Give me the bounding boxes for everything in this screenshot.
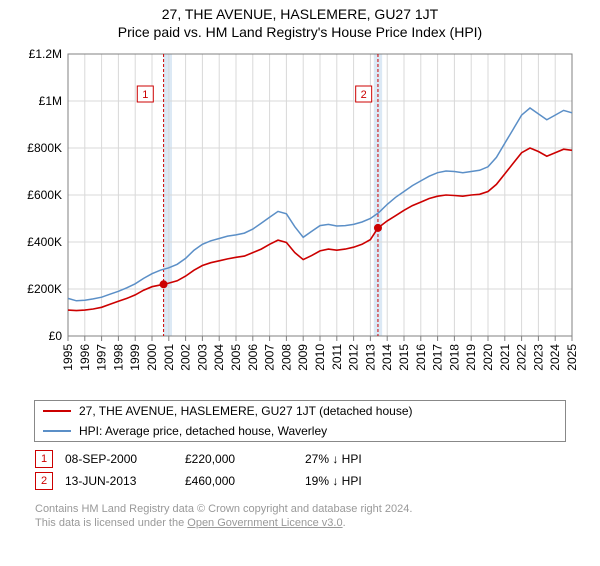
svg-text:2006: 2006 [246,344,260,371]
svg-text:2014: 2014 [380,344,394,371]
svg-text:2002: 2002 [179,344,193,371]
svg-text:2018: 2018 [447,344,461,371]
svg-text:1998: 1998 [111,344,125,371]
event-row: 2 13-JUN-2013£460,00019% ↓ HPI [35,470,565,492]
svg-text:2019: 2019 [464,344,478,371]
svg-text:2011: 2011 [330,344,344,370]
svg-text:2023: 2023 [531,344,545,371]
legend-item: 27, THE AVENUE, HASLEMERE, GU27 1JT (det… [35,401,565,421]
svg-text:1999: 1999 [128,344,142,371]
svg-text:2003: 2003 [195,344,209,371]
svg-text:1997: 1997 [95,344,109,371]
event-number-box: 2 [35,472,53,490]
svg-text:2000: 2000 [145,344,159,371]
legend-swatch [43,430,71,432]
svg-text:2005: 2005 [229,344,243,371]
svg-text:£0: £0 [49,329,63,343]
svg-text:1995: 1995 [61,344,75,371]
footer-attribution: Contains HM Land Registry data © Crown c… [35,502,565,531]
legend-label: HPI: Average price, detached house, Wave… [79,424,327,438]
sale-marker-dot [160,280,168,288]
legend-item: HPI: Average price, detached house, Wave… [35,421,565,441]
svg-text:2009: 2009 [296,344,310,371]
svg-text:2012: 2012 [347,344,361,371]
svg-text:2020: 2020 [481,344,495,371]
footer-line2-pre: This data is licensed under the [35,517,187,529]
event-hpi-diff: 19% ↓ HPI [305,474,565,488]
event-price: £460,000 [185,474,305,488]
events-table: 1 08-SEP-2000£220,00027% ↓ HPI 2 13-JUN-201… [35,448,565,492]
footer-licence-link[interactable]: Open Government Licence v3.0 [187,517,342,529]
svg-text:£1M: £1M [39,94,62,108]
svg-text:2025: 2025 [565,344,579,371]
svg-text:£400K: £400K [27,235,62,249]
event-hpi-diff: 27% ↓ HPI [305,452,565,466]
svg-text:1996: 1996 [78,344,92,371]
svg-text:2008: 2008 [279,344,293,371]
svg-text:2: 2 [361,89,367,101]
event-number-box: 1 [35,450,53,468]
legend-label: 27, THE AVENUE, HASLEMERE, GU27 1JT (det… [79,404,413,418]
footer-line2-post: . [343,517,346,529]
legend-swatch [43,410,71,412]
svg-text:2001: 2001 [162,344,176,371]
svg-text:2010: 2010 [313,344,327,371]
event-date: 08-SEP-2000 [65,452,185,466]
svg-text:2016: 2016 [414,344,428,371]
svg-text:2022: 2022 [515,344,529,371]
chart-title: 27, THE AVENUE, HASLEMERE, GU27 1JT [0,6,600,22]
svg-text:2017: 2017 [431,344,445,371]
svg-text:£600K: £600K [27,188,62,202]
chart-svg: £0£200K£400K£600K£800K£1M£1.2M1995199619… [20,46,580,396]
event-row: 1 08-SEP-2000£220,00027% ↓ HPI [35,448,565,470]
svg-text:£800K: £800K [27,141,62,155]
svg-text:2007: 2007 [263,344,277,371]
sale-marker-dot [374,224,382,232]
svg-text:2004: 2004 [212,344,226,371]
svg-text:2015: 2015 [397,344,411,371]
svg-text:£200K: £200K [27,282,62,296]
svg-text:2013: 2013 [363,344,377,371]
svg-text:2021: 2021 [498,344,512,371]
chart-area: £0£200K£400K£600K£800K£1M£1.2M1995199619… [20,46,580,396]
svg-text:£1.2M: £1.2M [29,47,62,61]
legend-box: 27, THE AVENUE, HASLEMERE, GU27 1JT (det… [34,400,566,442]
svg-text:1: 1 [142,89,148,101]
footer-line1: Contains HM Land Registry data © Crown c… [35,503,412,515]
chart-subtitle: Price paid vs. HM Land Registry's House … [0,24,600,40]
svg-text:2024: 2024 [548,344,562,371]
event-price: £220,000 [185,452,305,466]
event-date: 13-JUN-2013 [65,474,185,488]
